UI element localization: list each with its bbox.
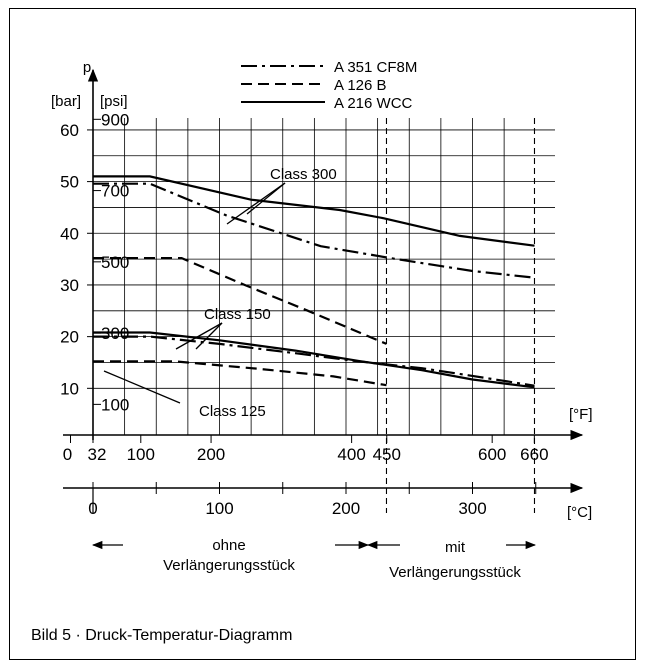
fahrenheit-tick-label: 100 xyxy=(127,445,155,464)
celsius-tick-label: 300 xyxy=(458,499,486,518)
class-125-label: Class 125 xyxy=(199,403,266,420)
celsius-tick-label: 200 xyxy=(332,499,360,518)
region-right-line2: Verlängerungsstück xyxy=(389,564,521,581)
bar-unit-label: [bar] xyxy=(51,93,81,110)
fahrenheit-tick-label: 400 xyxy=(337,445,365,464)
region-left-line2: Verlängerungsstück xyxy=(163,557,295,574)
series-line-a-216-wcc-class-300 xyxy=(93,175,535,247)
region-right-line1: mit xyxy=(445,539,466,556)
fahrenheit-tick-label: 450 xyxy=(373,445,401,464)
fahrenheit-tick-label: 600 xyxy=(478,445,506,464)
fahrenheit-tick-label: 200 xyxy=(197,445,225,464)
legend-label-a126: A 126 B xyxy=(334,77,387,94)
series-line-a-351-cf8m-class-150 xyxy=(93,335,535,387)
psi-unit-label: [psi] xyxy=(100,93,128,110)
series-line-a-126-b-class-250 xyxy=(93,257,387,345)
figure-frame xyxy=(9,8,636,660)
fahrenheit-tick-label: 32 xyxy=(88,445,107,464)
fahrenheit-tick-label: 660 xyxy=(520,445,548,464)
series-line-a-216-wcc-class-150 xyxy=(93,331,535,389)
psi-tick-label: 700 xyxy=(101,182,129,201)
bar-tick-label: 40 xyxy=(60,224,79,243)
celsius-tick-label: 100 xyxy=(205,499,233,518)
legend: A 351 CF8M A 126 B A 216 WCC xyxy=(241,59,417,112)
psi-tick-label: 900 xyxy=(101,110,129,129)
class-300-label: Class 300 xyxy=(270,166,337,183)
figure-caption: Bild 5 · Druck-Temperatur-Diagramm xyxy=(31,627,293,644)
region-left-line1: ohne xyxy=(212,537,245,554)
class-annotations: Class 300 Class 150 Class 125 xyxy=(103,166,337,420)
series-line-a-126-b-class-125 xyxy=(93,360,387,387)
bar-tick-label: 20 xyxy=(60,328,79,347)
series-lines xyxy=(93,175,535,389)
region-annotations: ohne Verlängerungsstück mit Verlängerung… xyxy=(91,537,537,581)
bar-tick-label: 30 xyxy=(60,276,79,295)
grid xyxy=(93,118,555,513)
celsius-tick-label: 0 xyxy=(88,499,97,518)
bar-tick-label: 50 xyxy=(60,173,79,192)
axes: 10 20 30 40 50 60 100 300 500 700 900 0 32 100 200 400 4… xyxy=(60,68,584,518)
legend-label-a351: A 351 CF8M xyxy=(334,59,417,76)
psi-tick-label: 300 xyxy=(101,324,129,343)
fahrenheit-tick-label: 0 xyxy=(63,445,72,464)
psi-tick-label: 500 xyxy=(101,253,129,272)
class-150-label: Class 150 xyxy=(204,306,271,323)
series-line-a-351-cf8m-class-300 xyxy=(93,182,535,279)
fahrenheit-unit-label: [°F] xyxy=(569,406,593,423)
pressure-symbol: p xyxy=(83,59,91,76)
bar-tick-label: 60 xyxy=(60,121,79,140)
legend-label-a216: A 216 WCC xyxy=(334,95,413,112)
psi-tick-label: 100 xyxy=(101,395,129,414)
celsius-unit-label: [°C] xyxy=(567,504,592,521)
bar-tick-label: 10 xyxy=(60,379,79,398)
